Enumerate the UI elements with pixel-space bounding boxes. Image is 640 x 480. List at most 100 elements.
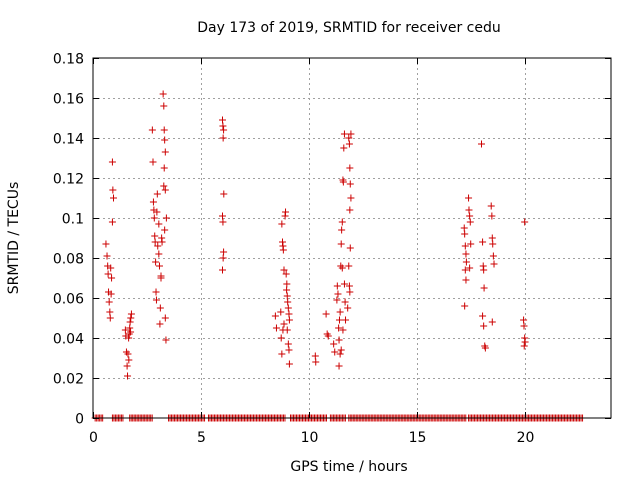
data-point [346, 206, 354, 214]
data-point [489, 252, 497, 260]
data-point [156, 304, 164, 312]
data-point [490, 260, 498, 268]
data-point [347, 194, 355, 202]
data-point [156, 320, 164, 328]
data-point [108, 218, 116, 226]
data-point [461, 302, 469, 310]
data-point [160, 164, 168, 172]
data-point [278, 350, 286, 358]
y-axis-ticks: 0 0.02 0.04 0.06 0.08 0.1 0.12 0.14 0.16 0.18 [53, 52, 611, 428]
data-point [219, 266, 226, 274]
data-point [462, 258, 470, 266]
data-point [466, 218, 474, 226]
data-point [155, 220, 163, 228]
data-point [151, 232, 159, 240]
data-point [466, 264, 474, 272]
data-point [124, 372, 132, 380]
data-point [460, 224, 468, 232]
data-point [162, 336, 170, 344]
data-point [278, 220, 286, 228]
data-point [339, 326, 347, 334]
data-point [282, 270, 290, 278]
data-point [338, 226, 346, 234]
data-point [272, 324, 280, 332]
data-point [152, 296, 160, 304]
data-point [324, 332, 332, 340]
data-point [160, 102, 168, 110]
data-point [150, 214, 158, 222]
y-tick-label: 0.04 [53, 332, 84, 348]
data-point [322, 310, 330, 318]
data-point [346, 180, 354, 188]
data-point [283, 280, 291, 288]
x-tick-label: 0 [89, 430, 98, 446]
data-point [161, 148, 169, 156]
data-point [220, 190, 228, 198]
data-point [335, 336, 343, 344]
data-point [109, 186, 117, 194]
data-point [346, 244, 354, 252]
data-point [126, 324, 134, 332]
data-point [461, 230, 469, 238]
x-axis-ticks: 0 5 10 15 20 [89, 58, 534, 446]
data-point [331, 348, 339, 356]
data-point [124, 350, 132, 358]
data-point [465, 206, 473, 214]
data-point [279, 246, 287, 254]
data-point [342, 316, 350, 324]
data-point [461, 266, 469, 274]
data-point [157, 274, 165, 282]
data-point [346, 288, 354, 296]
data-point [339, 178, 347, 186]
data-point [220, 126, 228, 134]
data-point [106, 308, 114, 316]
data-point [344, 304, 352, 312]
data-point [461, 242, 469, 250]
y-axis-label: SRMTID / TECUs [6, 182, 22, 295]
data-point [149, 198, 157, 206]
x-tick-label: 10 [301, 430, 319, 446]
data-point [521, 338, 529, 346]
data-point [106, 314, 114, 322]
x-tick-label: 15 [409, 430, 427, 446]
data-point [284, 304, 292, 312]
data-point [153, 190, 161, 198]
data-point [151, 238, 159, 246]
data-point [467, 240, 475, 248]
data-point [125, 356, 133, 364]
data-point [488, 234, 496, 242]
y-tick-label: 0.02 [53, 372, 84, 388]
data-point [271, 312, 279, 320]
data-point [283, 286, 291, 294]
data-point [489, 240, 497, 248]
data-point [110, 194, 118, 202]
data-point [127, 314, 135, 322]
data-point [335, 362, 343, 370]
data-point [161, 186, 169, 194]
data-point [107, 290, 115, 298]
chart-title: Day 173 of 2019, SRMTID for receiver ced… [197, 20, 500, 36]
data-point [161, 136, 169, 144]
data-point [480, 322, 488, 330]
data-point [338, 264, 346, 272]
data-point [219, 122, 227, 130]
data-point [105, 298, 113, 306]
data-point [285, 310, 293, 318]
data-point [284, 340, 292, 348]
data-point [104, 270, 112, 278]
data-point [219, 218, 227, 226]
data-point [338, 218, 346, 226]
data-point [520, 342, 528, 350]
data-point [123, 362, 131, 370]
data-point [340, 280, 348, 288]
data-point [462, 276, 470, 284]
data-point [285, 360, 293, 368]
data-point [162, 214, 170, 222]
data-point [336, 308, 344, 316]
data-point [480, 284, 488, 292]
data-point [219, 134, 227, 142]
data-point [337, 346, 345, 354]
y-tick-label: 0.18 [53, 52, 84, 68]
data-point [335, 316, 343, 324]
